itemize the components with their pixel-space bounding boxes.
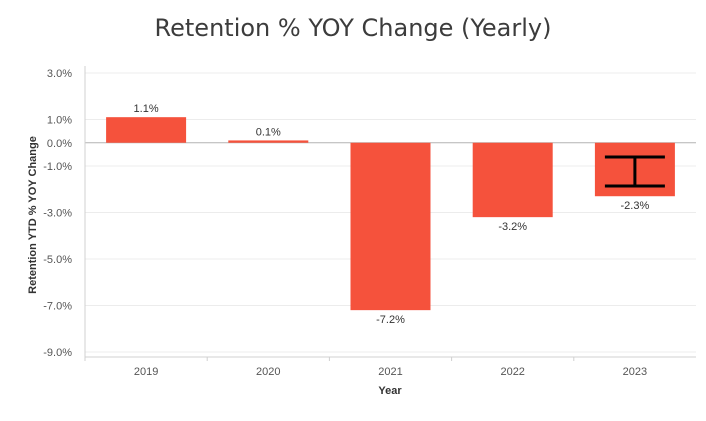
data-label: -2.3% — [621, 200, 650, 212]
y-tick-label: -7.0% — [43, 301, 72, 313]
text-cursor-icon — [604, 155, 665, 188]
bar — [106, 117, 187, 143]
x-tick-label: 2021 — [378, 366, 402, 378]
bar — [472, 142, 553, 218]
y-tick-label: 1.0% — [47, 115, 72, 127]
y-tick-label: -9.0% — [43, 347, 72, 359]
data-labels: 1.1% 0.1% -7.2% -3.2% -2.3% — [134, 103, 650, 326]
y-tick-label: 0.0% — [47, 138, 72, 150]
y-tick-label: -3.0% — [43, 208, 72, 220]
bar — [350, 142, 431, 311]
x-tick-label: 2023 — [623, 366, 647, 378]
axes — [84, 66, 696, 361]
x-tick-label: 2019 — [134, 366, 158, 378]
x-tick-label: 2022 — [500, 366, 524, 378]
tick-labels: 3.0% 1.0% 0.0% -1.0% -3.0% -5.0% -7.0% -9.0% 201… — [43, 68, 647, 378]
bars — [106, 117, 675, 311]
data-label: -3.2% — [498, 221, 527, 233]
data-label: 1.1% — [134, 103, 159, 115]
data-label: -7.2% — [376, 314, 405, 326]
y-tick-label: -1.0% — [43, 161, 72, 173]
y-tick-label: -5.0% — [43, 254, 72, 266]
y-tick-label: 3.0% — [47, 68, 72, 80]
bar — [228, 140, 309, 143]
x-tick-label: 2020 — [256, 366, 280, 378]
chart-title: Retention % YOY Change (Yearly) — [154, 14, 552, 42]
x-axis-label: Year — [378, 385, 402, 397]
data-label: 0.1% — [256, 126, 281, 138]
